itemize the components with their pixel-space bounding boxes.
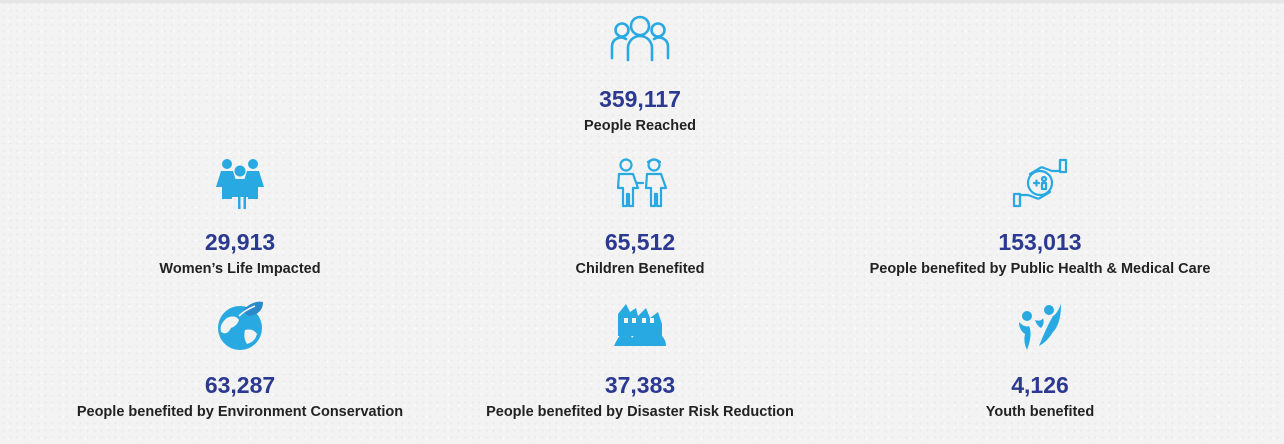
stat-label: People benefited by Disaster Risk Reduct…: [486, 404, 794, 420]
stat-value: 63,287: [204, 372, 276, 398]
stat-label: Women’s Life Impacted: [159, 261, 321, 277]
children-icon: [430, 157, 850, 209]
stat-label: People Reached: [583, 118, 696, 134]
stat-value: 29,913: [204, 229, 276, 255]
stat-label: People benefited by Environment Conserva…: [76, 404, 404, 420]
stat-children-benefited: 65,512 Children Benefited: [430, 157, 850, 279]
stat-value: 37,383: [604, 372, 676, 398]
youth-icon: [830, 300, 1250, 352]
stat-value: 359,117: [599, 86, 681, 112]
stat-women-impacted: 29,913 Women’s Life Impacted: [30, 157, 450, 279]
top-divider: [0, 0, 1284, 3]
stat-value: 65,512: [604, 229, 676, 255]
stat-label: Children Benefited: [575, 261, 705, 277]
stat-environment-conservation: 63,287 People benefited by Environment C…: [30, 300, 450, 422]
stat-label: Youth benefited: [985, 404, 1095, 420]
stat-value: 4,126: [1011, 372, 1069, 398]
disaster-hands-icon: [430, 300, 850, 352]
stat-disaster-risk-reduction: 37,383 People benefited by Disaster Risk…: [430, 300, 850, 422]
stat-label: People benefited by Public Health & Medi…: [869, 261, 1211, 277]
people-group-icon: [430, 14, 850, 66]
stat-youth-benefited: 4,126 Youth benefited: [830, 300, 1250, 422]
stat-public-health: 153,013 People benefited by Public Healt…: [830, 157, 1250, 279]
stat-people-reached: 359,117 People Reached: [430, 14, 850, 136]
women-icon: [30, 157, 450, 209]
health-care-hands-icon: [830, 157, 1250, 209]
stat-value: 153,013: [998, 229, 1082, 255]
globe-leaf-icon: [30, 300, 450, 352]
